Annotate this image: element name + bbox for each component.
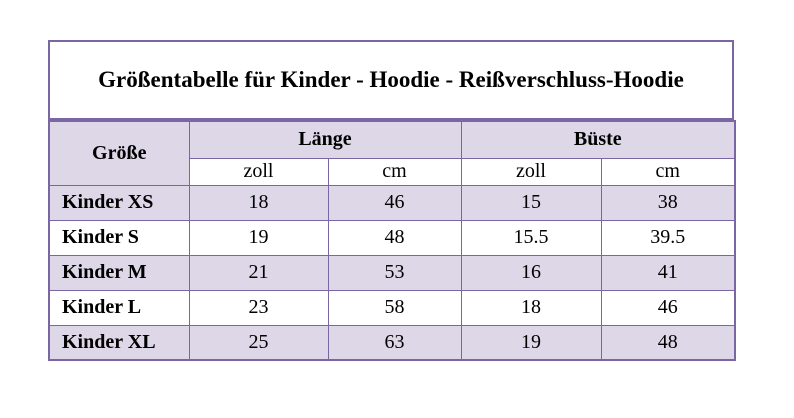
value-cell: 15 <box>460 184 602 221</box>
value-cell: 19 <box>188 219 329 256</box>
size-chart-panel: Größentabelle für Kinder - Hoodie - Reiß… <box>48 40 737 361</box>
table-row: Kinder XS 18 46 15 38 <box>48 184 736 221</box>
value-cell: 25 <box>188 324 329 361</box>
title-box: Größentabelle für Kinder - Hoodie - Reiß… <box>48 40 734 120</box>
unit-header-bueste-zoll: zoll <box>460 157 602 186</box>
size-cell: Kinder L <box>48 289 190 326</box>
unit-header-laenge-cm: cm <box>327 157 462 186</box>
value-cell: 63 <box>327 324 462 361</box>
value-cell: 41 <box>600 254 736 291</box>
value-cell: 16 <box>460 254 602 291</box>
value-cell: 46 <box>600 289 736 326</box>
unit-header-row: zoll cm zoll cm <box>49 157 736 186</box>
value-cell: 58 <box>327 289 462 326</box>
size-cell: Kinder XL <box>48 324 190 361</box>
table-row: Kinder S 19 48 15.5 39.5 <box>48 219 736 256</box>
unit-header-laenge-zoll: zoll <box>188 157 329 186</box>
value-cell: 15.5 <box>460 219 602 256</box>
group-header-laenge: Länge <box>188 120 462 159</box>
value-cell: 48 <box>327 219 462 256</box>
value-cell: 23 <box>188 289 329 326</box>
value-cell: 53 <box>327 254 462 291</box>
unit-header-bueste-cm: cm <box>600 157 736 186</box>
page-title: Größentabelle für Kinder - Hoodie - Reiß… <box>98 67 684 93</box>
value-cell: 18 <box>188 184 329 221</box>
size-table: Größe Länge Büste zoll cm zoll cm Kinder… <box>48 120 737 361</box>
value-cell: 46 <box>327 184 462 221</box>
table-row: Kinder M 21 53 16 41 <box>48 254 736 291</box>
table-row: Kinder L 23 58 18 46 <box>48 289 736 326</box>
group-header-row: Größe Länge Büste <box>48 120 736 186</box>
size-cell: Kinder M <box>48 254 190 291</box>
size-cell: Kinder XS <box>48 184 190 221</box>
value-cell: 48 <box>600 324 736 361</box>
size-cell: Kinder S <box>48 219 190 256</box>
value-cell: 39.5 <box>600 219 736 256</box>
group-header-bueste: Büste <box>460 120 736 159</box>
value-cell: 18 <box>460 289 602 326</box>
table-row: Kinder XL 25 63 19 48 <box>48 324 736 361</box>
column-header-groesse: Größe <box>48 120 190 186</box>
value-cell: 19 <box>460 324 602 361</box>
value-cell: 21 <box>188 254 329 291</box>
value-cell: 38 <box>600 184 736 221</box>
